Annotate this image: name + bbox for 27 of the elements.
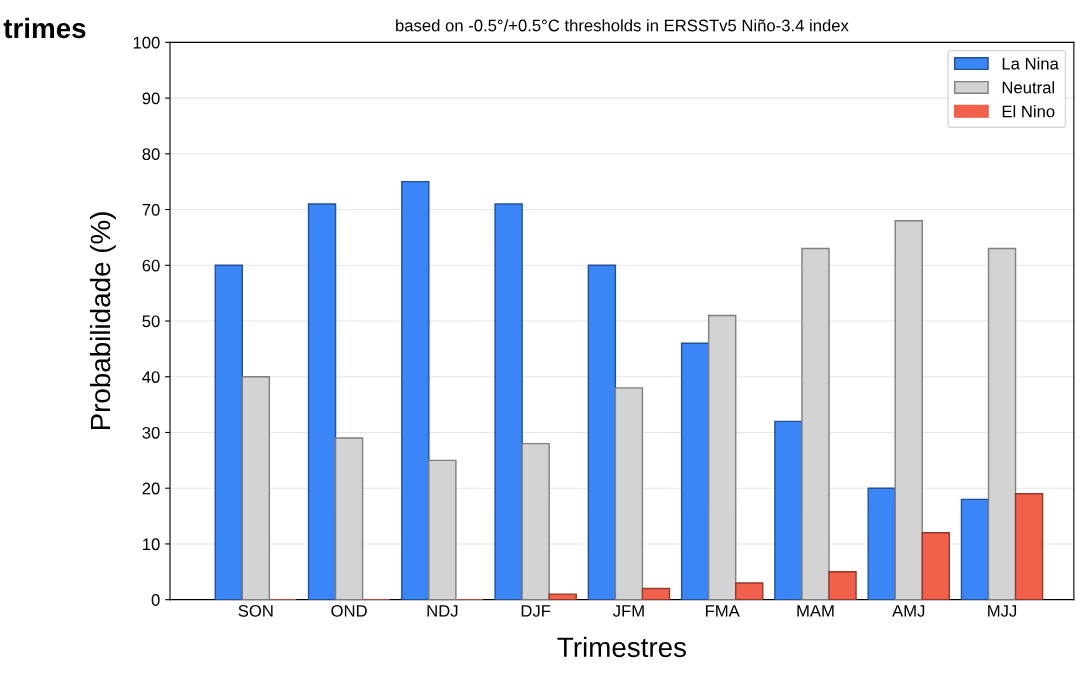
x-tick-label: MJJ — [988, 605, 1017, 617]
y-tick-label: 10 — [143, 538, 160, 551]
y-tick-label: 60 — [142, 259, 160, 272]
x-tick-label: MAM — [797, 605, 834, 617]
x-tick-label: DJF — [521, 605, 551, 617]
y-tick-label: 100 — [133, 36, 160, 49]
y-tick-label: 30 — [142, 426, 160, 439]
chart-title: trimes — [3, 17, 86, 39]
y-tick-label: 70 — [142, 203, 160, 216]
y-tick-label: 40 — [142, 371, 160, 383]
legend-label: El Nino — [1002, 105, 1055, 118]
x-tick-label: NDJ — [427, 605, 458, 617]
y-tick-label: 0 — [151, 594, 160, 606]
legend-label: La Nina — [1002, 57, 1059, 70]
y-tick-label: 80 — [142, 148, 160, 161]
x-tick-label: JFM — [612, 605, 644, 617]
y-axis-title: Probabilidade (%) — [89, 212, 116, 430]
y-tick-label: 90 — [142, 92, 160, 105]
x-tick-label: OND — [331, 604, 367, 617]
y-tick-label: 50 — [142, 315, 160, 328]
x-tick-label: FMA — [705, 605, 740, 617]
y-tick-label: 20 — [142, 482, 160, 495]
legend-label: Neutral — [1002, 81, 1055, 94]
x-axis-title: Trimestres — [557, 636, 686, 658]
x-tick-label: AMJ — [892, 605, 925, 617]
x-tick-label: SON — [238, 604, 273, 617]
chart-subtitle: based on -0.5°/+0.5°C thresholds in ERSSTv5 Niño-3.4 index — [396, 19, 849, 32]
